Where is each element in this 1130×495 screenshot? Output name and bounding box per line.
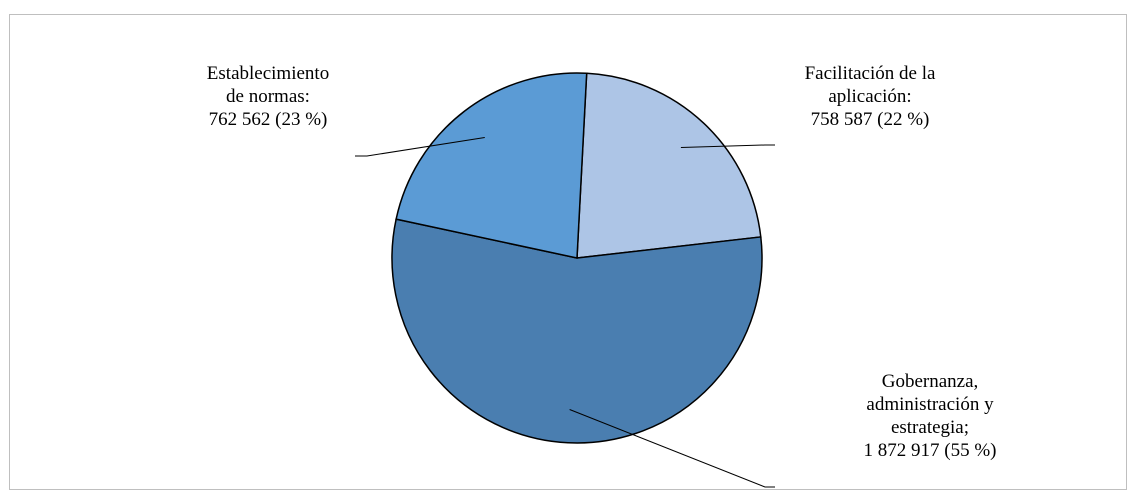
pie-slice-facilitacion: [576, 72, 762, 259]
leader-line-facilitacion: [680, 144, 775, 148]
pie-slice-establecimiento: [395, 72, 588, 259]
slice-label-facilitacion: Facilitación de la aplicación: 758 587 (…: [804, 63, 936, 130]
leader-line-gobernanza: [569, 409, 775, 488]
pie-slice-gobernanza: [391, 218, 763, 444]
slice-label-establecimiento: Establecimiento de normas: 762 562 (23 %…: [206, 63, 330, 130]
slice-label-gobernanza: Gobernanza, administración y estrategia;…: [863, 371, 997, 461]
leader-line-establecimiento: [355, 137, 485, 157]
